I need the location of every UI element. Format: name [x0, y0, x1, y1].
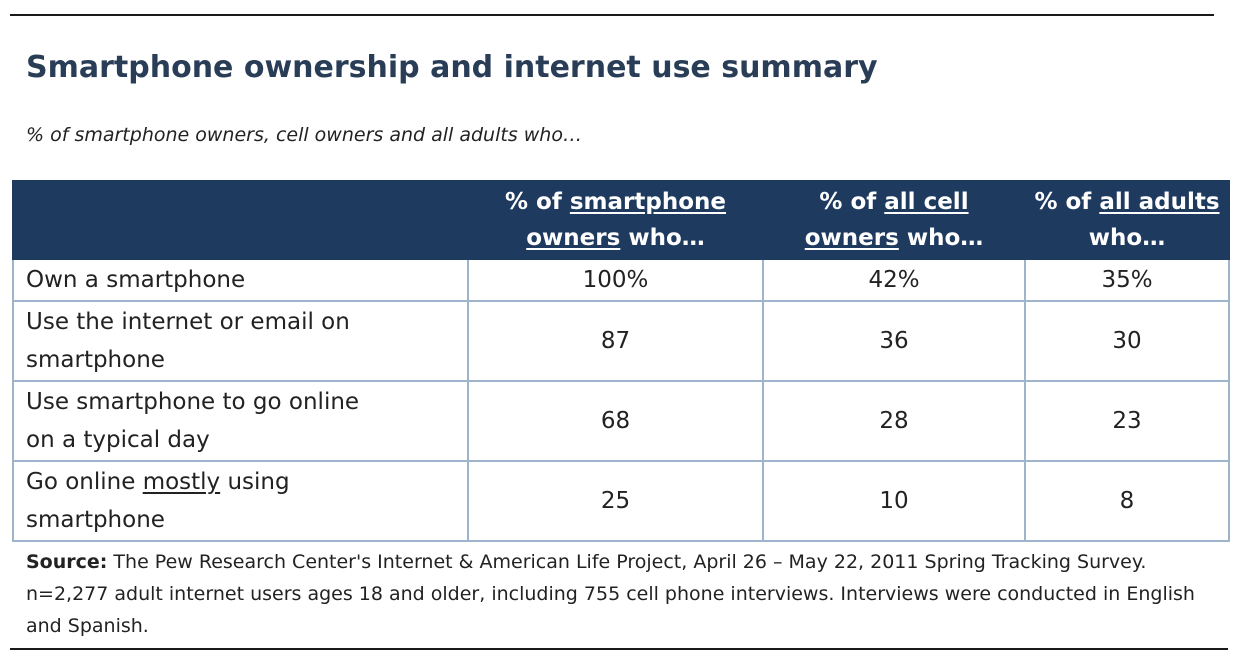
- header-text-underlined: all cell: [884, 189, 969, 215]
- table-row: Use the internet or email on smartphone …: [12, 300, 1230, 382]
- header-text-underlined: owners: [526, 225, 621, 251]
- source-label: Source:: [26, 551, 108, 573]
- cell-smartphone-owners: 87: [467, 300, 764, 382]
- header-text-underlined: owners: [804, 225, 899, 251]
- row-label-text: Own a smartphone: [26, 267, 246, 293]
- cell-smartphone-owners: 100%: [467, 258, 764, 302]
- header-text: % of: [1034, 189, 1100, 215]
- row-label-text: smartphone: [26, 347, 165, 373]
- row-label-text: Use the internet or email on: [26, 309, 350, 335]
- header-all-adults: % of all adults who…: [1024, 180, 1230, 260]
- header-text-underlined: smartphone: [569, 189, 726, 215]
- header-text: who…: [620, 225, 705, 251]
- source-text: The Pew Research Center's Internet & Ame…: [26, 551, 1195, 637]
- cell-all-cell-owners: 36: [762, 300, 1026, 382]
- header-text: % of: [504, 189, 570, 215]
- row-label-text: Go online: [26, 469, 143, 495]
- source-note: Source: The Pew Research Center's Intern…: [26, 546, 1226, 642]
- table-row: Use smartphone to go online on a typical…: [12, 380, 1230, 462]
- header-all-cell-owners: % of all cell owners who…: [762, 180, 1026, 260]
- row-label-text: on a typical day: [26, 427, 210, 453]
- chart-title: Smartphone ownership and internet use su…: [26, 50, 878, 85]
- cell-all-adults: 35%: [1024, 258, 1230, 302]
- cell-all-cell-owners: 28: [762, 380, 1026, 462]
- row-label-text: Use smartphone to go online: [26, 389, 360, 415]
- header-empty-cell: [12, 180, 469, 260]
- header-text: % of: [819, 189, 885, 215]
- cell-smartphone-owners: 25: [467, 460, 764, 542]
- row-label-text: smartphone: [26, 507, 165, 533]
- header-text: who…: [1088, 225, 1166, 251]
- cell-all-adults: 23: [1024, 380, 1230, 462]
- row-label: Use the internet or email on smartphone: [12, 300, 469, 382]
- summary-table: % of smartphone owners who… % of all cel…: [12, 180, 1230, 542]
- row-label-text-underlined: mostly: [142, 469, 221, 495]
- row-label: Go online mostly using smartphone: [12, 460, 469, 542]
- top-rule: [10, 14, 1214, 16]
- header-text-underlined: all adults: [1099, 189, 1220, 215]
- row-label-text: using: [220, 469, 290, 495]
- header-row: % of smartphone owners who… % of all cel…: [12, 180, 1230, 260]
- cell-all-cell-owners: 10: [762, 460, 1026, 542]
- header-text: who…: [898, 225, 984, 251]
- cell-all-cell-owners: 42%: [762, 258, 1026, 302]
- table-row: Go online mostly using smartphone 25 10 …: [12, 460, 1230, 542]
- row-label: Own a smartphone: [12, 258, 469, 302]
- table-row: Own a smartphone 100% 42% 35%: [12, 258, 1230, 302]
- header-smartphone-owners: % of smartphone owners who…: [467, 180, 764, 260]
- chart-subtitle: % of smartphone owners, cell owners and …: [26, 124, 582, 146]
- cell-all-adults: 8: [1024, 460, 1230, 542]
- cell-all-adults: 30: [1024, 300, 1230, 382]
- row-label: Use smartphone to go online on a typical…: [12, 380, 469, 462]
- cell-smartphone-owners: 68: [467, 380, 764, 462]
- bottom-rule: [10, 648, 1228, 650]
